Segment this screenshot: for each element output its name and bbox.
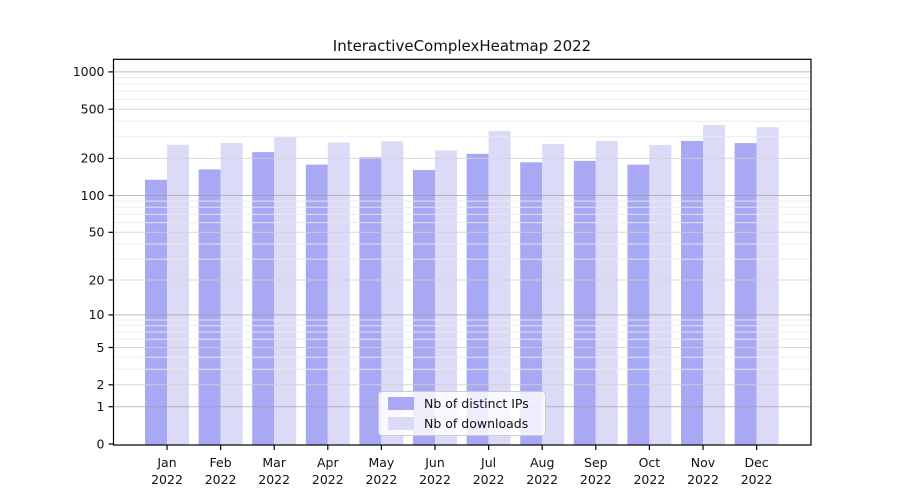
x-tick-label-month-oct: Oct [639, 455, 661, 470]
bar-may-distinct-ips [359, 157, 382, 446]
x-tick-label-month-may: May [368, 455, 394, 470]
bar-jul-distinct-ips [466, 153, 489, 446]
legend: Nb of distinct IPs Nb of downloads [378, 391, 546, 436]
x-tick-label-month-jul: Jul [480, 455, 496, 470]
x-tick-label-year-oct: 2022 [633, 472, 665, 487]
bar-nov-distinct-ips [681, 140, 703, 445]
x-tick-label-month-aug: Aug [530, 455, 554, 470]
x-tick-label-year-mar: 2022 [258, 472, 290, 487]
legend-label-distinct-ips: Nb of distinct IPs [424, 396, 529, 412]
bar-jan-downloads [167, 144, 189, 446]
x-tick-label-month-nov: Nov [691, 455, 716, 470]
y-tick-label-1: 1 [97, 399, 105, 414]
x-tick-label-month-sep: Sep [584, 455, 608, 470]
x-tick-label-year-jul: 2022 [473, 472, 505, 487]
bar-jan-distinct-ips [145, 179, 167, 446]
y-tick-label-2: 2 [97, 377, 105, 392]
x-tick-label-month-apr: Apr [317, 455, 339, 470]
bar-dec-downloads [756, 127, 779, 445]
x-tick-label-year-may: 2022 [365, 472, 397, 487]
x-tick-label-year-jun: 2022 [419, 472, 451, 487]
legend-swatch-distinct-ips [388, 397, 414, 411]
y-tick-label-1000: 1000 [73, 64, 105, 79]
bar-mar-distinct-ips [252, 152, 275, 445]
bar-apr-distinct-ips [305, 164, 328, 445]
bar-jun-downloads [435, 150, 457, 445]
y-tick-label-50: 50 [89, 225, 105, 240]
x-tick-label-month-dec: Dec [744, 455, 768, 470]
bar-sep-downloads [595, 140, 618, 445]
bar-aug-distinct-ips [520, 162, 543, 446]
x-tick-label-year-sep: 2022 [580, 472, 612, 487]
legend-label-downloads: Nb of downloads [424, 415, 529, 431]
x-tick-label-month-jan: Jan [156, 455, 176, 470]
y-tick-label-10: 10 [89, 307, 105, 322]
x-tick-label-year-apr: 2022 [312, 472, 344, 487]
legend-item-distinct-ips: Nb of distinct IPs [379, 396, 545, 411]
x-tick-label-month-mar: Mar [262, 455, 286, 470]
x-tick-label-year-aug: 2022 [526, 472, 558, 487]
bar-mar-downloads [274, 137, 297, 445]
y-tick-label-200: 200 [81, 151, 105, 166]
x-tick-label-month-jun: Jun [424, 455, 445, 470]
x-tick-label-month-feb: Feb [210, 455, 232, 470]
y-tick-label-20: 20 [89, 272, 105, 287]
chart-title: InteractiveComplexHeatmap 2022 [332, 37, 592, 55]
bar-sep-distinct-ips [573, 160, 596, 445]
bar-oct-downloads [649, 145, 672, 445]
y-tick-label-0: 0 [97, 436, 105, 451]
y-tick-label-500: 500 [81, 102, 105, 117]
bar-apr-downloads [327, 142, 350, 445]
bar-feb-distinct-ips [198, 169, 221, 445]
plot-border [112, 58, 812, 446]
bar-feb-downloads [220, 142, 243, 445]
legend-swatch-downloads [388, 416, 414, 430]
bar-nov-downloads [703, 124, 725, 446]
bar-jul-downloads [488, 130, 511, 445]
x-tick-label-year-feb: 2022 [205, 472, 237, 487]
legend-item-downloads: Nb of downloads [379, 416, 545, 431]
bar-dec-distinct-ips [734, 143, 757, 445]
x-tick-label-year-nov: 2022 [687, 472, 719, 487]
y-tick-label-100: 100 [81, 188, 105, 203]
y-tick-label-5: 5 [97, 340, 105, 355]
x-tick-label-year-jan: 2022 [151, 472, 183, 487]
x-tick-label-year-dec: 2022 [741, 472, 773, 487]
bar-jun-distinct-ips [413, 170, 435, 445]
bar-oct-distinct-ips [627, 164, 650, 445]
